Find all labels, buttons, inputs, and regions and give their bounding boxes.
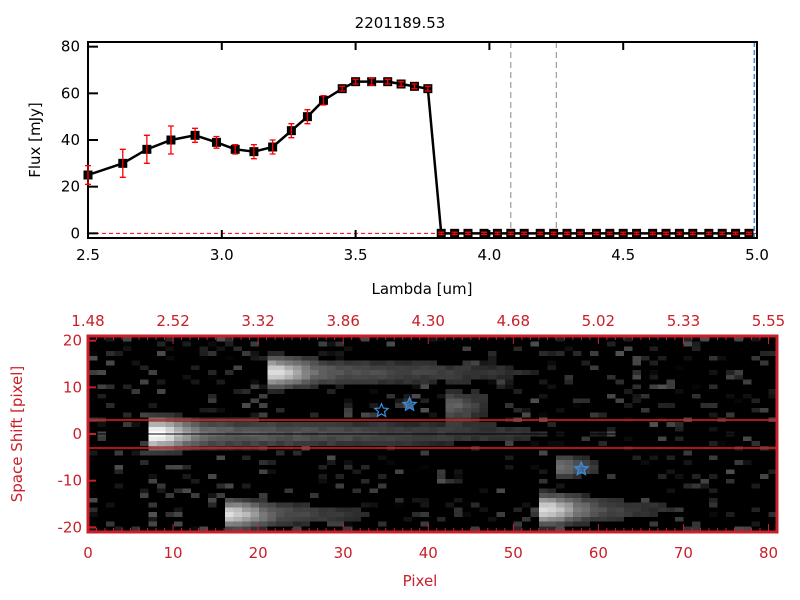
error-bar — [288, 123, 295, 139]
y-tick-label: 20 — [63, 332, 82, 350]
error-bar — [606, 231, 613, 236]
x-tick-label: 10 — [164, 544, 183, 562]
error-bar — [451, 231, 458, 236]
y-tick-label: 0 — [72, 425, 82, 443]
error-bar — [143, 134, 150, 164]
error-bar — [167, 125, 174, 155]
error-bar — [550, 231, 557, 236]
error-bar — [339, 85, 346, 92]
x-tick-label: 3.0 — [210, 246, 234, 264]
error-bar — [494, 231, 501, 236]
error-bar — [119, 148, 126, 178]
error-bar — [411, 83, 418, 90]
x-tick-label: 40 — [419, 544, 438, 562]
y-tick-label: -20 — [58, 518, 83, 536]
x-tick-label: 0 — [83, 544, 93, 562]
error-bar — [521, 231, 528, 236]
error-bar — [649, 231, 656, 236]
x-tick-label: 5.0 — [745, 246, 769, 264]
top-wavelength-label: 5.55 — [752, 312, 785, 330]
error-bar — [676, 231, 683, 236]
error-bar — [438, 231, 445, 236]
error-bar — [593, 231, 600, 236]
top-wavelength-label: 5.33 — [667, 312, 700, 330]
top-wavelength-label: 4.68 — [497, 312, 530, 330]
x-tick-label: 50 — [504, 544, 523, 562]
error-bar — [464, 231, 471, 236]
error-bar — [633, 231, 640, 236]
top-wavelength-label: 1.48 — [71, 312, 104, 330]
error-bar — [192, 127, 199, 143]
x-axis-label: Lambda [um] — [372, 280, 473, 298]
error-bar — [85, 165, 91, 185]
error-bar — [689, 231, 696, 236]
error-bar — [384, 78, 391, 85]
error-bar — [745, 231, 752, 236]
error-bar — [398, 81, 405, 87]
top-wavelength-label: 2.52 — [156, 312, 189, 330]
y-axis-label: Flux [mJy] — [26, 102, 44, 178]
top-wavelength-label: 3.32 — [241, 312, 274, 330]
top-wavelength-label: 4.30 — [412, 312, 445, 330]
x-tick-label: 4.5 — [611, 246, 635, 264]
error-bar — [232, 144, 239, 155]
error-bar — [719, 231, 726, 236]
star-marker — [573, 460, 590, 476]
x-tick-label: 80 — [759, 544, 778, 562]
error-bar — [620, 231, 627, 236]
y-tick-label: 20 — [61, 178, 80, 196]
x-tick-label: 4.0 — [477, 246, 501, 264]
error-bar — [577, 231, 584, 236]
error-bar — [705, 231, 712, 236]
error-bar — [537, 231, 544, 236]
x-tick-label: 60 — [589, 544, 608, 562]
y-tick-label: 10 — [63, 378, 82, 396]
y-tick-label: -10 — [58, 472, 83, 490]
x-axis-label: Pixel — [403, 572, 438, 590]
y-tick-label: 60 — [61, 84, 80, 102]
x-tick-label: 20 — [249, 544, 268, 562]
y-tick-label: 40 — [61, 131, 80, 149]
y-tick-label: 80 — [61, 38, 80, 56]
error-bar — [304, 109, 311, 125]
x-tick-label: 30 — [334, 544, 353, 562]
chart-title: 2201189.53 — [355, 14, 446, 32]
error-bar — [663, 231, 670, 236]
error-bar — [368, 77, 375, 86]
error-bar — [424, 85, 431, 92]
top-wavelength-label: 5.02 — [582, 312, 615, 330]
error-bar — [352, 78, 359, 85]
error-bar — [250, 144, 257, 160]
star-marker — [373, 402, 390, 418]
error-bar — [320, 95, 327, 106]
x-tick-label: 70 — [674, 544, 693, 562]
plot-frame — [87, 41, 758, 239]
x-tick-label: 3.5 — [344, 246, 368, 264]
y-axis-label: Space Shift [pixel] — [8, 366, 26, 503]
star-marker — [401, 396, 418, 412]
error-bar — [213, 135, 220, 149]
error-bar — [732, 231, 739, 236]
flux-line — [87, 80, 749, 235]
error-bar — [507, 231, 514, 236]
error-bar — [564, 231, 571, 236]
x-tick-label: 2.5 — [76, 246, 100, 264]
error-bar — [269, 139, 276, 155]
error-bar — [481, 231, 488, 236]
top-wavelength-label: 3.86 — [326, 312, 359, 330]
y-tick-label: 0 — [70, 224, 80, 242]
